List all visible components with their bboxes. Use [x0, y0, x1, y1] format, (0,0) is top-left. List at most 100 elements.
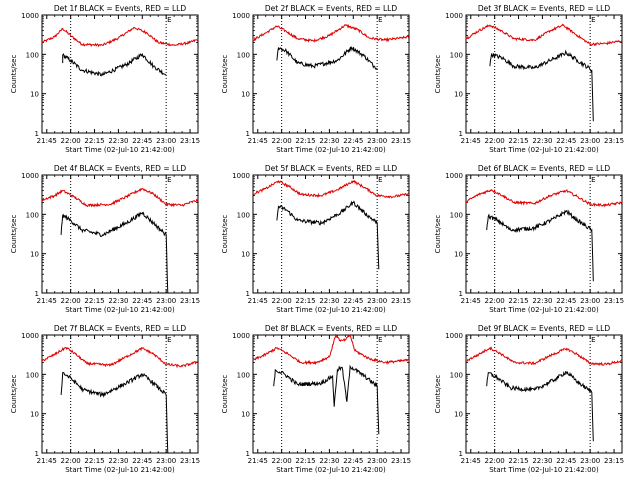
y-tick-label: 100 — [450, 211, 463, 219]
y-tick-label: 100 — [26, 211, 39, 219]
x-tick-label: 23:00 — [580, 297, 600, 305]
x-tick-label: 22:00 — [485, 457, 505, 465]
panel-title: Det 5f BLACK = Events, RED = LLD — [265, 164, 398, 173]
x-tick-label: 22:00 — [272, 137, 292, 145]
x-axis-label: Start Time (02-Jul-10 21:42:00) — [489, 306, 599, 314]
x-tick-label: 23:15 — [604, 297, 624, 305]
x-tick-label: 22:15 — [84, 457, 104, 465]
x-tick-label: 22:15 — [295, 137, 315, 145]
x-tick-label: 22:00 — [61, 457, 81, 465]
plot-frame — [41, 174, 199, 294]
x-tick-label: 23:15 — [180, 137, 200, 145]
x-tick-label: 21:45 — [248, 137, 268, 145]
y-tick-label: 10 — [454, 91, 463, 99]
panel-title: Det 7f BLACK = Events, RED = LLD — [54, 324, 187, 333]
x-axis-label: Start Time (02-Jul-10 21:42:00) — [276, 306, 386, 314]
events-series-line — [486, 370, 594, 442]
lld-series-line — [465, 346, 623, 367]
x-axis-label: Start Time (02-Jul-10 21:42:00) — [276, 146, 386, 154]
x-axis-label: Start Time (02-Jul-10 21:42:00) — [65, 146, 175, 154]
x-tick-label: 23:00 — [367, 137, 387, 145]
y-tick-label: 100 — [26, 51, 39, 59]
y-tick-label: 10 — [241, 251, 250, 259]
lld-series-line — [41, 27, 199, 48]
x-tick-label: 23:00 — [156, 297, 176, 305]
y-tick-label: 10 — [30, 251, 39, 259]
x-tick-label: 22:30 — [532, 137, 552, 145]
x-tick-label: 22:30 — [108, 457, 128, 465]
y-tick-label: 1 — [459, 290, 463, 298]
plot-frame — [41, 334, 199, 454]
marker-label: E — [591, 336, 595, 344]
x-axis-label: Start Time (02-Jul-10 21:42:00) — [276, 466, 386, 474]
y-tick-label: 1 — [459, 130, 463, 138]
x-tick-label: 22:00 — [272, 457, 292, 465]
x-tick-label: 22:45 — [132, 297, 152, 305]
x-tick-label: 21:45 — [461, 297, 481, 305]
x-tick-label: 23:15 — [391, 297, 411, 305]
y-tick-label: 1 — [35, 450, 39, 458]
x-tick-label: 22:45 — [132, 137, 152, 145]
x-tick-label: 23:15 — [604, 137, 624, 145]
marker-label: E — [378, 16, 382, 24]
y-tick-label: 10 — [454, 411, 463, 419]
y-tick-label: 10 — [30, 411, 39, 419]
y-tick-label: 100 — [26, 371, 39, 379]
y-axis-label: Counts/sec — [434, 375, 442, 414]
y-axis-label: Counts/sec — [434, 215, 442, 254]
x-tick-label: 22:30 — [319, 297, 339, 305]
detector-panel: Det 2f BLACK = Events, RED = LLD 1 10 100 10… — [221, 4, 411, 154]
lld-series-line — [252, 24, 410, 43]
plot-frame — [252, 174, 410, 294]
marker-label: E — [591, 176, 595, 184]
x-tick-label: 23:15 — [391, 137, 411, 145]
x-tick-label: 22:15 — [84, 297, 104, 305]
x-tick-label: 22:30 — [108, 137, 128, 145]
x-tick-label: 23:15 — [391, 457, 411, 465]
marker-label: E — [378, 336, 382, 344]
x-tick-label: 21:45 — [37, 457, 57, 465]
y-tick-label: 1000 — [21, 172, 39, 180]
y-tick-label: 10 — [454, 251, 463, 259]
events-series-line — [273, 364, 380, 435]
marker-label: E — [167, 336, 171, 344]
marker-label: E — [378, 176, 382, 184]
x-tick-label: 23:00 — [580, 457, 600, 465]
x-tick-label: 22:00 — [485, 137, 505, 145]
x-tick-label: 22:00 — [61, 137, 81, 145]
plot-frame — [252, 334, 410, 454]
x-tick-label: 22:45 — [556, 137, 576, 145]
x-tick-label: 22:45 — [343, 297, 363, 305]
x-tick-label: 22:15 — [295, 457, 315, 465]
y-tick-label: 1000 — [232, 172, 250, 180]
y-tick-label: 1 — [246, 130, 250, 138]
y-axis-label: Counts/sec — [10, 55, 18, 94]
x-tick-label: 22:30 — [532, 457, 552, 465]
panel-title: Det 3f BLACK = Events, RED = LLD — [478, 4, 611, 13]
lld-series-line — [252, 179, 410, 199]
x-axis-label: Start Time (02-Jul-10 21:42:00) — [65, 466, 175, 474]
y-tick-label: 1000 — [445, 172, 463, 180]
x-tick-label: 22:15 — [508, 457, 528, 465]
y-tick-label: 1000 — [232, 12, 250, 20]
events-series-line — [62, 52, 167, 77]
events-series-line — [489, 49, 594, 122]
x-tick-label: 23:15 — [604, 457, 624, 465]
detector-panel: Det 4f BLACK = Events, RED = LLD 1 10 100 10… — [10, 164, 200, 314]
x-tick-label: 22:45 — [556, 297, 576, 305]
detector-panel: Det 6f BLACK = Events, RED = LLD 1 10 100 10… — [434, 164, 624, 314]
y-tick-label: 10 — [241, 411, 250, 419]
panel-title: Det 9f BLACK = Events, RED = LLD — [478, 324, 611, 333]
panel-title: Det 6f BLACK = Events, RED = LLD — [478, 164, 611, 173]
x-axis-label: Start Time (02-Jul-10 21:42:00) — [65, 306, 175, 314]
y-tick-label: 10 — [241, 91, 250, 99]
y-axis-label: Counts/sec — [434, 55, 442, 94]
y-tick-label: 1000 — [445, 12, 463, 20]
x-tick-label: 21:45 — [248, 297, 268, 305]
x-tick-label: 22:30 — [108, 297, 128, 305]
x-axis-label: Start Time (02-Jul-10 21:42:00) — [489, 146, 599, 154]
y-tick-label: 1 — [246, 450, 250, 458]
detector-panel: Det 8f BLACK = Events, RED = LLD 1 10 100 10… — [221, 324, 411, 474]
marker-label: E — [167, 176, 171, 184]
y-tick-label: 100 — [237, 371, 250, 379]
